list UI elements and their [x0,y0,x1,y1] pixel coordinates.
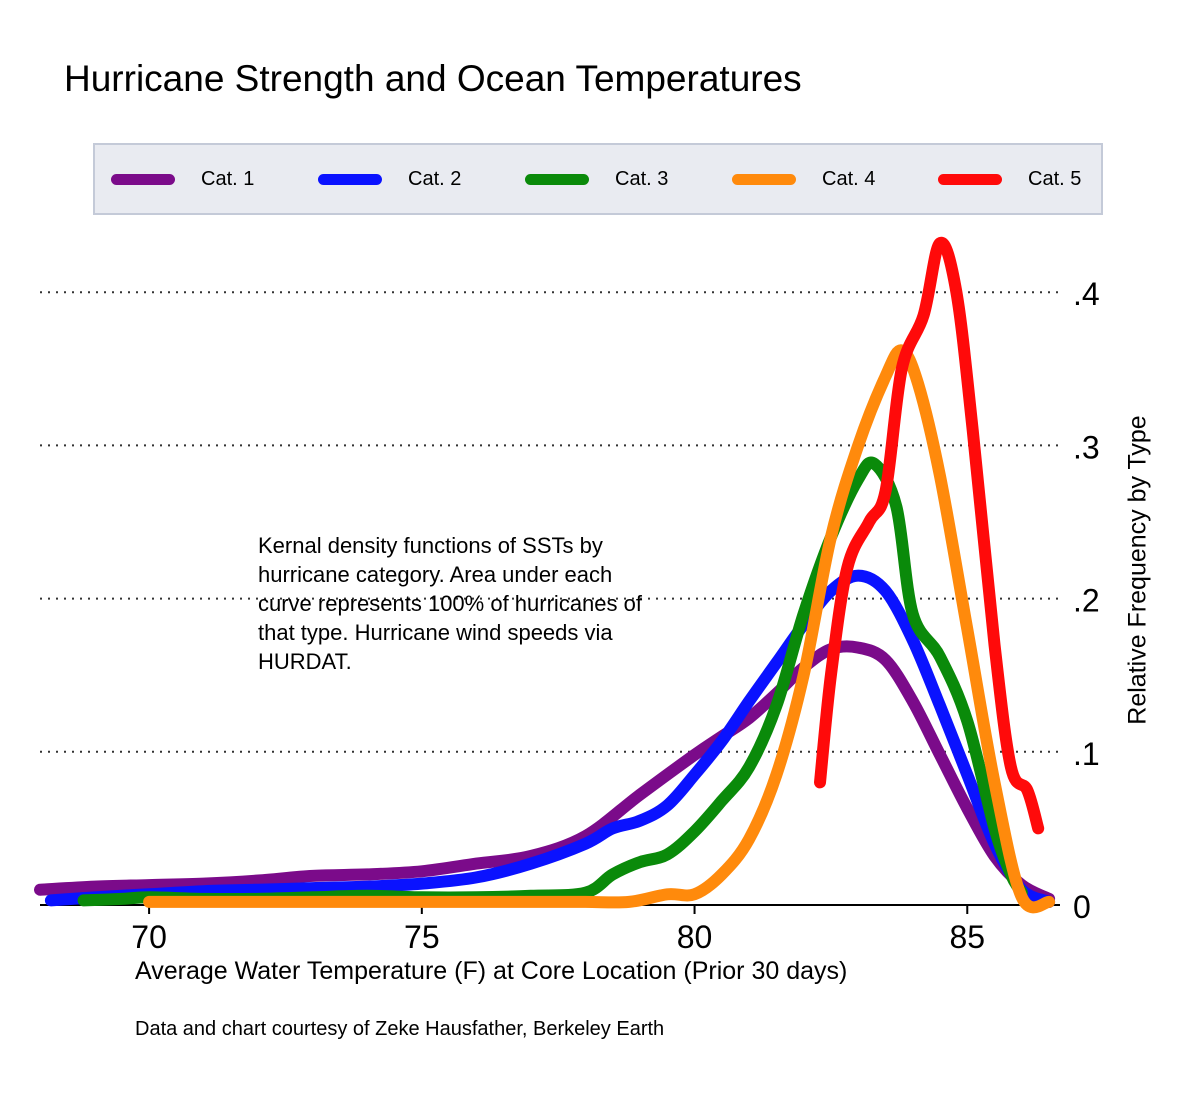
legend-swatch [318,173,382,185]
series-line-cat-1 [34,640,1056,905]
y-tick-label: .4 [1073,276,1100,312]
series-line-cat-3 [77,456,1028,907]
legend-swatch [938,173,1002,185]
legend-swatch [111,173,175,185]
legend-label: Cat. 4 [822,167,876,190]
legend-label: Cat. 3 [615,167,669,190]
legend-swatch [525,173,589,185]
x-tick-label: 80 [677,919,713,955]
legend-item-cat-5: Cat. 5 [938,145,1081,213]
chart-annotation: Kernal density functions of SSTs by hurr… [258,533,642,674]
chart-title: Hurricane Strength and Ocean Temperature… [64,58,802,99]
legend-item-cat-4: Cat. 4 [732,145,875,213]
legend-label: Cat. 5 [1028,167,1082,190]
y-tick-label: .3 [1073,429,1100,465]
legend-item-cat-3: Cat. 3 [525,145,668,213]
series-line-cat-4 [143,344,1056,914]
legend-item-cat-2: Cat. 2 [318,145,461,213]
legend: Cat. 1 Cat. 2 Cat. 3 Cat. 4 Cat. 5 [93,143,1103,215]
x-tick-label: 70 [131,919,167,955]
legend-label: Cat. 2 [408,167,462,190]
y-tick-label: .2 [1073,583,1100,619]
x-tick-label: 75 [404,919,440,955]
legend-label: Cat. 1 [201,167,255,190]
x-tick-label: 85 [949,919,985,955]
legend-item-cat-1: Cat. 1 [111,145,254,213]
y-tick-label: .1 [1073,736,1100,772]
x-axis-label: Average Water Temperature (F) at Core Lo… [135,957,848,985]
y-axis-label: Relative Frequency by Type [1123,415,1152,725]
legend-swatch [732,173,796,185]
series-line-cat-5 [814,236,1045,835]
series-line-cat-2 [44,569,1056,908]
y-tick-label: 0 [1073,889,1091,925]
chart-credit: Data and chart courtesy of Zeke Hausfath… [135,1018,665,1040]
